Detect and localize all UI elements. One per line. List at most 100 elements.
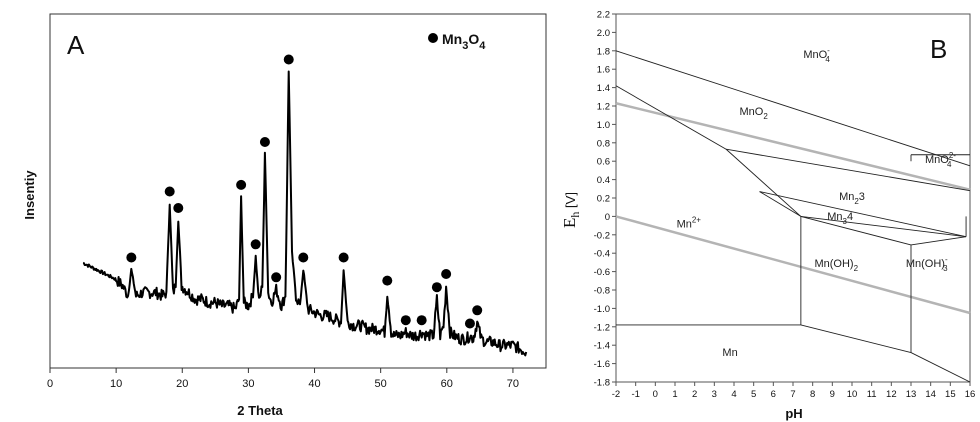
b-x-tick-label: 11 [867,389,877,400]
mn3o4-peak-marker [400,315,411,326]
b-x-tick-label: 1 [672,389,677,400]
b-y-tick-label: -1.4 [594,341,610,352]
panel-a-peak-markers [126,54,483,329]
panel-b-y-ticks: 2.2 2.0 1.8 1.6 1.4 1.2 1.0 0.8 0.6 0.4 0.2 0 -0.2 -0… [594,10,616,389]
b-y-tick-label: -1.6 [594,359,610,370]
panel-b-x-ticks: -2 -1 0 1 2 3 4 5 6 7 8 9 10 11 12 13 14 15 16 [612,382,976,400]
phase-boundary-line [726,148,971,192]
b-x-tick-label: 16 [965,389,976,400]
region-label: MnO-4 [803,46,830,64]
panel-a-series [82,70,528,357]
panel-a-x-axis-label: 2 Theta [237,403,283,418]
b-y-tick-label: 1.8 [597,46,610,57]
b-y-tick-label: 1.6 [597,65,610,76]
b-y-tick-label: 2.0 [597,28,610,39]
mn3o4-peak-marker [298,252,309,263]
phase-boundary-line [800,215,912,246]
mn3o4-peak-marker [431,282,442,293]
panel-a-x-ticks: 0 10 20 30 40 50 60 70 [47,368,519,390]
region-label: Mn [722,347,737,359]
phase-boundary-line [615,85,727,150]
a-x-tick-label: 30 [242,378,254,390]
panel-b-x-axis-label: pH [785,406,802,421]
b-y-tick-label: -0.4 [594,249,610,260]
a-x-tick-label: 50 [375,378,387,390]
phase-boundary-line [615,50,971,167]
b-y-tick-label: 0.4 [597,175,610,186]
mn3o4-peak-marker [236,179,247,190]
mn3o4-peak-marker [271,272,282,283]
b-y-tick-label: -1.0 [594,304,610,315]
b-y-tick-label: -0.8 [594,286,610,297]
panel-a: A 0 10 20 30 40 50 60 70 2 Theta Insentiy Mn3O4 [22,13,547,418]
b-x-tick-label: 5 [751,389,756,400]
phase-boundary-line [759,191,967,238]
panel-b: B 2.2 2.0 1.8 1.6 1.4 1.2 1.0 0.8 0.6 0.4 0.2 0 -0.2… [560,10,975,422]
panel-a-plot-frame [49,13,547,369]
mn3o4-peak-marker [164,186,175,197]
panel-a-legend: Mn3O4 [428,31,486,52]
a-x-tick-label: 20 [176,378,188,390]
legend-marker [428,33,438,43]
region-label: Mn2+ [677,215,702,230]
phase-boundary-line [725,148,802,217]
b-x-tick-label: 3 [712,389,717,400]
b-y-tick-label: 0 [605,212,610,223]
b-x-tick-label: 0 [653,389,658,400]
mn3o4-peak-marker [441,269,452,279]
b-x-tick-label: 10 [847,389,858,400]
b-x-tick-label: 7 [790,389,795,400]
b-x-tick-label: 13 [906,389,917,400]
b-x-tick-label: 9 [830,389,835,400]
panel-b-water-lines [615,102,971,315]
water-stability-line [615,102,971,191]
panel-b-label: B [930,34,947,64]
b-y-tick-label: 1.0 [597,120,610,131]
b-y-tick-label: 1.2 [597,102,610,113]
b-y-tick-label: 0.8 [597,138,610,149]
b-x-tick-label: -2 [612,389,620,400]
region-label: Mn(OH)-3 [906,255,948,273]
mn3o4-peak-marker [382,275,393,286]
b-y-tick-label: 1.4 [597,83,610,94]
mn3o4-peak-marker [472,305,483,316]
b-x-tick-label: -1 [631,389,639,400]
b-y-tick-label: -1.2 [594,322,610,333]
mn3o4-peak-marker [338,252,349,263]
a-x-tick-label: 40 [308,378,320,390]
mn3o4-peak-marker [283,54,294,65]
b-x-tick-label: 4 [731,389,736,400]
panel-b-y-axis-label: Eh [V] [560,192,582,228]
a-x-tick-label: 70 [507,378,519,390]
region-label: Mn23 [839,191,865,206]
b-y-tick-label: 2.2 [597,10,610,21]
b-x-tick-label: 6 [771,389,776,400]
mn3o4-peak-marker [259,137,270,147]
b-x-tick-label: 12 [886,389,897,400]
b-x-tick-label: 8 [810,389,815,400]
b-y-tick-label: 0.2 [597,194,610,205]
panel-a-y-axis-label: Insentiy [22,170,37,220]
mn3o4-peak-marker [416,315,427,326]
region-label: MnO2-4 [925,151,956,169]
xrd-pattern-line [82,70,528,357]
phase-boundary-line [910,236,967,246]
a-x-tick-label: 0 [47,378,53,390]
panel-a-label: A [67,30,85,60]
panel-b-boundaries [615,50,971,383]
phase-boundary-line [800,324,912,353]
b-y-tick-label: 0.6 [597,157,610,168]
b-x-tick-label: 2 [692,389,697,400]
mn3o4-peak-marker [173,203,184,213]
panel-b-plot-frame [615,13,971,383]
b-y-tick-label: -1.8 [594,378,610,389]
b-y-tick-label: -0.6 [594,267,610,278]
legend-label: Mn3O4 [442,31,486,52]
region-label: Mn(OH)2 [814,258,858,273]
b-x-tick-label: 14 [925,389,936,400]
region-label: MnO2 [740,106,769,121]
b-x-tick-label: 15 [945,389,956,400]
a-x-tick-label: 10 [110,378,122,390]
b-y-tick-label: -0.2 [594,230,610,241]
